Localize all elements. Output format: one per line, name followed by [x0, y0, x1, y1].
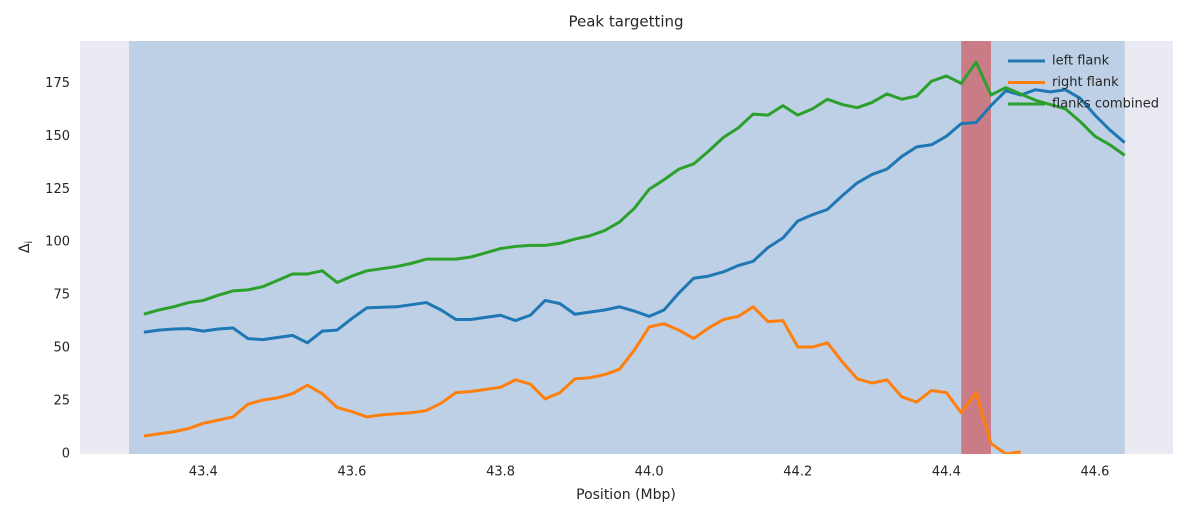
- y-tick-label: 25: [53, 394, 70, 409]
- x-axis-label: Position (Mbp): [576, 487, 676, 503]
- series-line: [143, 305, 1021, 454]
- y-tick-label: 175: [45, 76, 70, 91]
- legend-label: right flank: [1052, 75, 1119, 90]
- highlight-span: [129, 41, 1125, 454]
- y-axis-label: Δi: [17, 241, 35, 253]
- y-tick-label: 100: [45, 235, 70, 250]
- y-tick-label: 0: [62, 447, 70, 462]
- y-tick-label: 50: [53, 341, 70, 356]
- x-tick-label: 43.8: [486, 465, 515, 480]
- x-tick-label: 44.6: [1081, 465, 1110, 480]
- y-tick-label: 75: [53, 288, 70, 303]
- y-axis-label-symbol: Δ: [17, 243, 33, 253]
- series-line: [143, 88, 1126, 345]
- x-tick-label: 43.6: [337, 465, 366, 480]
- x-tick-label: 43.4: [189, 465, 218, 480]
- x-tick-label: 44.4: [932, 465, 961, 480]
- x-tick-label: 44.0: [635, 465, 664, 480]
- y-tick-label: 150: [45, 129, 70, 144]
- legend-label: flanks combined: [1052, 97, 1159, 112]
- y-tick-label: 125: [45, 182, 70, 197]
- legend-label: left flank: [1052, 54, 1110, 69]
- y-axis-label-subscript: i: [24, 241, 35, 244]
- x-tick-label: 44.2: [783, 465, 812, 480]
- chart-title: Peak targetting: [568, 13, 683, 31]
- series-line: [143, 60, 1126, 316]
